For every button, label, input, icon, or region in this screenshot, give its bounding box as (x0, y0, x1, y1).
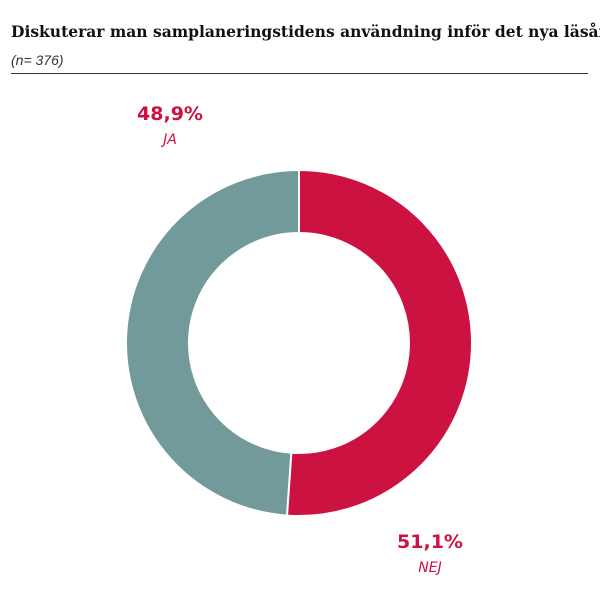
category-label: JA (160, 132, 177, 148)
donut-slice (125, 168, 300, 517)
chart-title: Diskuterar man samplaneringstidens använ… (11, 22, 600, 41)
category-label: NEJ (418, 560, 441, 576)
value-label: 48,9% (137, 103, 203, 125)
value-label: 51,1% (397, 531, 463, 553)
donut-slice (285, 168, 473, 517)
chart-subtitle: (n= 376) (11, 52, 64, 68)
